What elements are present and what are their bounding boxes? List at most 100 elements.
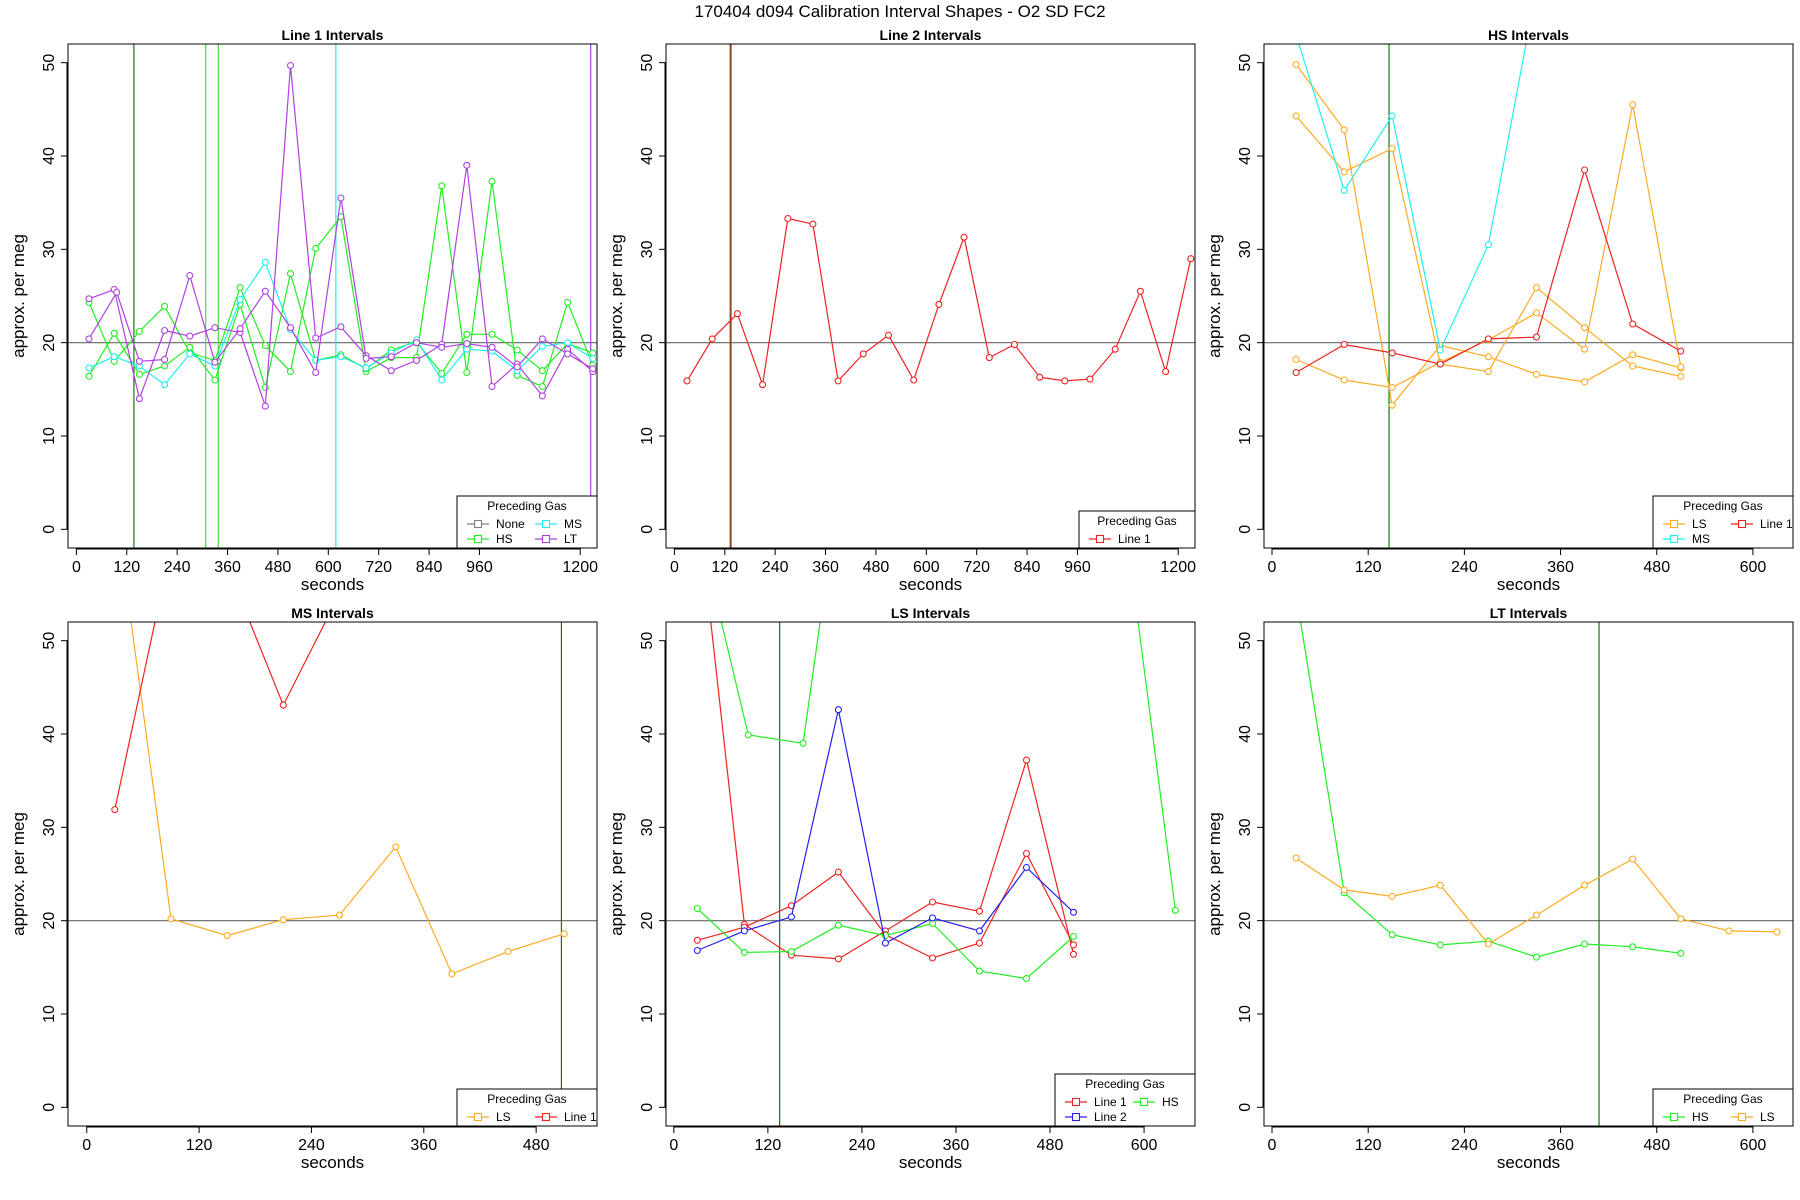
data-point [1388,144,1396,153]
data-point [1293,32,1299,38]
data-point [463,330,471,338]
data-point [884,331,893,339]
legend-entry-line-1: Line 1 [1731,517,1793,531]
data-point [714,600,720,606]
legend-entry-line-2: Line 2 [1065,1110,1127,1124]
data-point [975,967,984,975]
series-hs [1300,622,1685,961]
y-tick-label: 10 [41,427,58,445]
data-point [1581,378,1589,386]
y-tick-label: 20 [1237,912,1254,930]
panel-ms-intervals: MS Intervals 0 120 240 360 480 seconds 0 10 20 30 4… [9,605,598,1172]
data-point [337,194,345,202]
y-tick-label: 20 [639,912,656,930]
data-point [448,970,456,978]
plot-area [1264,32,1793,548]
data-point [1292,854,1300,862]
data-point [985,354,993,362]
y-tick-label: 40 [639,725,656,743]
legend-entry-line-1: Line 1 [1089,532,1151,546]
x-axis-label: seconds [301,575,364,594]
legend-label: LT [564,532,578,546]
x-tick-label: 0 [82,1137,91,1154]
x-tick-label: 480 [265,559,292,576]
legend-entry-line-1: Line 1 [535,1110,597,1124]
data-point [1629,943,1637,951]
y-tick-label: 50 [1237,54,1254,72]
y-tick-label: 40 [639,147,656,165]
data-point [488,330,496,338]
data-point [960,233,968,241]
panel-hs-intervals: HS Intervals 0 120 240 360 480 600 seconds 0 10 20… [1205,27,1794,594]
data-point [1629,362,1637,370]
data-point [1388,383,1396,392]
data-point [910,376,918,384]
legend-swatch-marker [1669,534,1679,544]
data-point [135,357,143,365]
y-tick-label: 40 [1237,725,1254,743]
data-point [211,358,219,366]
data-point [135,370,143,378]
data-point [1061,377,1069,385]
data-point [110,329,118,337]
x-tick-label: 480 [1037,1137,1064,1154]
y-tick-label: 20 [41,912,58,930]
data-point [488,177,496,185]
x-tick-label: 1200 [562,559,598,576]
x-tick-label: 120 [711,559,738,576]
series-line [720,622,1176,911]
data-point [538,382,546,391]
x-tick-label: 600 [1740,1137,1767,1154]
legend-swatch-marker [1669,1112,1679,1122]
legend-label: Line 2 [1094,1110,1127,1124]
data-point [85,335,93,343]
data-point [975,907,984,915]
legend-label: Line 1 [1118,532,1151,546]
data-point [111,806,119,814]
x-tick-label: 600 [1740,559,1767,576]
legend-entry-line-1: Line 1 [1065,1095,1127,1109]
data-point [564,298,572,307]
data-point [236,325,244,333]
legend-label: HS [1692,1110,1709,1124]
data-point [538,342,546,350]
data-point [1171,906,1179,914]
x-tick-label: 480 [1643,559,1670,576]
data-point [1388,112,1396,120]
data-point [1677,915,1685,923]
data-point [1532,953,1541,961]
x-tick-label: 600 [315,559,342,576]
data-point [387,353,395,361]
y-tick-label: 50 [639,54,656,72]
y-axis-label: approx. per meg [1205,812,1224,936]
plot-frame [67,43,598,549]
legend-title: Preceding Gas [1683,1092,1762,1106]
x-tick-label: 240 [298,1137,325,1154]
data-point [513,363,521,371]
data-point [1484,940,1492,948]
legend-swatch-marker [541,519,551,529]
legend-entry-hs: HS [1663,1110,1709,1124]
data-point [236,284,244,292]
data-point [834,377,842,385]
y-tick-label: 20 [639,334,656,352]
data-point [975,939,984,947]
data-point [1484,353,1492,361]
data-point [286,324,295,332]
data-point [1022,974,1031,983]
legend-title: Preceding Gas [487,1092,566,1106]
x-axis-label: seconds [301,1153,364,1172]
data-point [1532,333,1541,341]
legend-label: HS [1162,1095,1179,1109]
series-lt [85,61,597,410]
x-axis-label: seconds [1497,575,1560,594]
data-point [834,921,842,929]
data-point [463,368,471,377]
legend-label: LS [496,1110,511,1124]
x-axis-label: seconds [1497,1153,1560,1172]
x-tick-label: 600 [1131,1137,1158,1154]
x-tick-label: 840 [416,559,443,576]
data-point [1022,756,1031,764]
plot-frame [67,621,598,1127]
